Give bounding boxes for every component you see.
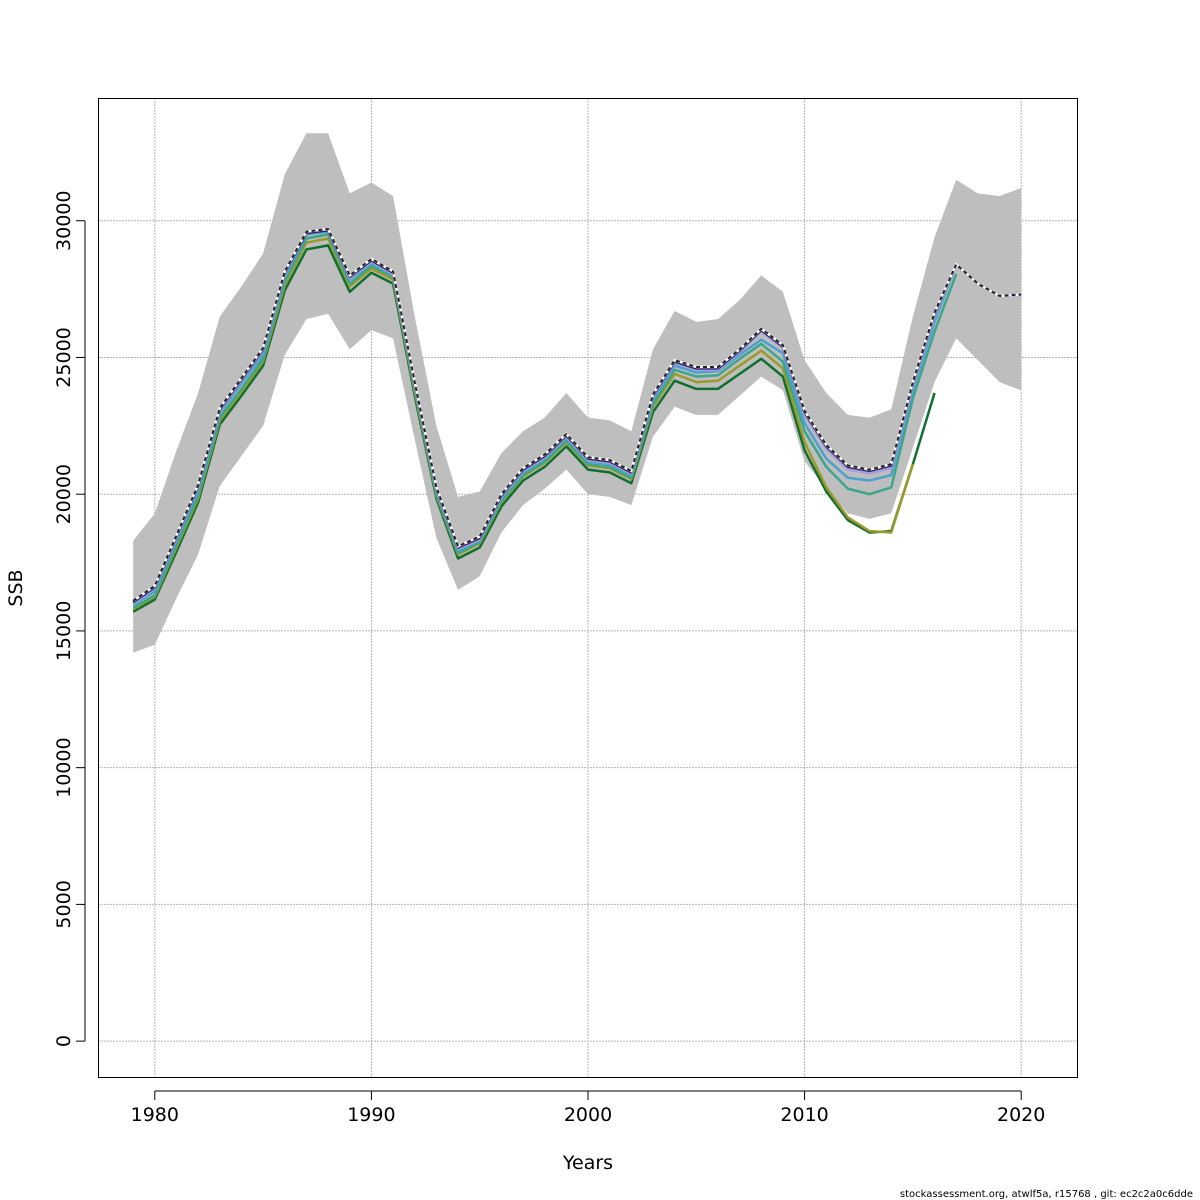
x-tick-label: 2000 xyxy=(564,1104,612,1126)
y-tick-label: 5000 xyxy=(53,880,75,928)
confidence-band xyxy=(133,133,1022,653)
y-tick-label: 15000 xyxy=(53,601,75,661)
series-layer xyxy=(132,227,1022,613)
x-tick-label: 2020 xyxy=(997,1104,1045,1126)
x-tick-label: 1980 xyxy=(131,1104,179,1126)
confidence-band-layer xyxy=(133,133,1022,653)
y-axis: 0 5000 10000 15000 20000 25000 30000 xyxy=(53,191,86,1047)
series-line-underlay xyxy=(132,227,1022,602)
y-tick-label: 20000 xyxy=(53,464,75,524)
y-axis-title: SSB xyxy=(5,569,27,606)
y-tick-label: 10000 xyxy=(53,737,75,797)
plot-frame xyxy=(98,98,1078,1078)
y-tick-label: 30000 xyxy=(53,191,75,251)
y-tick-label: 25000 xyxy=(53,327,75,387)
footer-credit: stockassessment.org, atwlf5a, r15768 , g… xyxy=(900,1189,1193,1200)
x-tick-label: 1990 xyxy=(347,1104,395,1126)
y-tick-label: 0 xyxy=(53,1035,75,1047)
x-axis: 1980 1990 2000 2010 2020 xyxy=(131,1090,1045,1126)
x-axis-title: Years xyxy=(562,1152,613,1174)
grid xyxy=(98,98,1078,1078)
x-tick-label: 2010 xyxy=(780,1104,828,1126)
